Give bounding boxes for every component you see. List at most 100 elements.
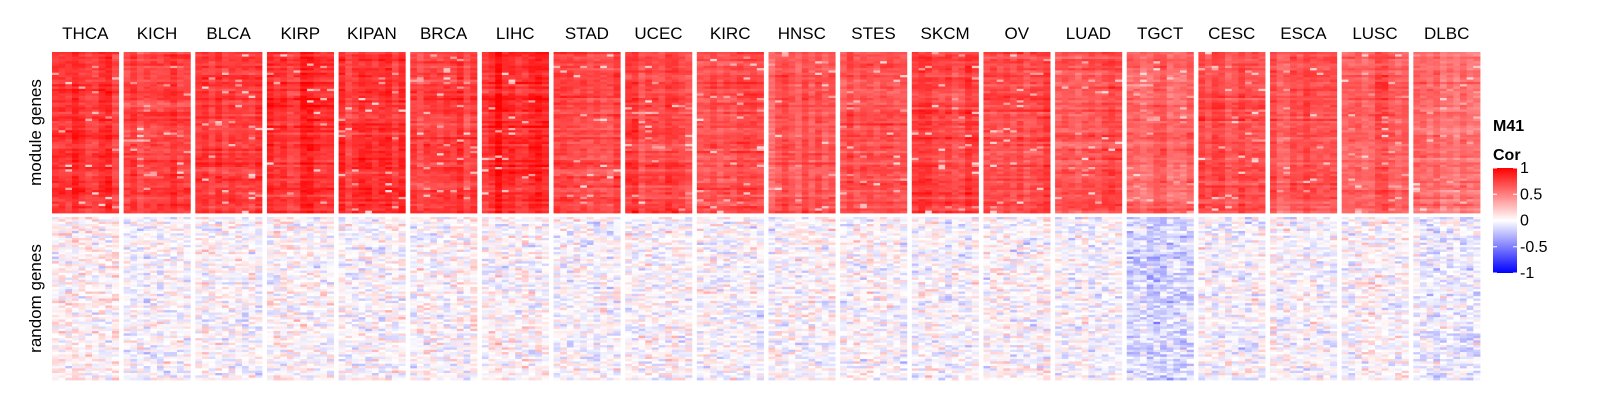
heatmap-cell	[215, 121, 222, 124]
heatmap-cell	[450, 123, 457, 126]
heatmap-cell	[482, 149, 489, 152]
heatmap-cell	[235, 61, 242, 64]
heatmap-cell	[529, 211, 536, 214]
heatmap-cell	[65, 160, 72, 163]
heatmap-cell	[450, 103, 457, 106]
heatmap-cell	[184, 121, 191, 124]
heatmap-cell	[399, 73, 406, 76]
heatmap-cell	[359, 96, 366, 99]
heatmap-cell	[235, 75, 242, 78]
heatmap-cell	[242, 87, 249, 90]
heatmap-cell	[515, 93, 522, 96]
heatmap-cell	[482, 61, 489, 64]
heatmap-cell	[85, 87, 92, 90]
heatmap-cell	[274, 89, 281, 92]
heatmap-cell	[130, 112, 137, 115]
heatmap-cell	[307, 176, 314, 179]
heatmap-cell	[495, 146, 502, 149]
heatmap-cell	[130, 123, 137, 126]
heatmap-cell	[294, 181, 301, 184]
heatmap-cell	[85, 103, 92, 106]
heatmap-cell	[184, 139, 191, 142]
heatmap-cell	[542, 144, 549, 147]
heatmap-cell	[59, 91, 66, 94]
heatmap-cell	[52, 114, 59, 117]
heatmap-cell	[457, 151, 464, 154]
heatmap-cell	[52, 112, 59, 115]
heatmap-cell	[72, 59, 79, 62]
heatmap-cell	[157, 206, 164, 209]
heatmap-cell	[79, 199, 86, 202]
heatmap-cell	[307, 160, 314, 163]
heatmap-cell	[464, 139, 471, 142]
heatmap-cell	[170, 103, 177, 106]
heatmap-cell	[112, 156, 119, 159]
heatmap-panel-module-kich	[124, 52, 191, 213]
heatmap-cell	[177, 179, 184, 182]
heatmap-cell	[352, 87, 359, 90]
heatmap-cell	[567, 52, 574, 55]
heatmap-cell	[430, 135, 437, 138]
heatmap-cell	[249, 202, 256, 205]
heatmap-cell	[280, 66, 287, 69]
heatmap-cell	[515, 160, 522, 163]
heatmap-cell	[470, 144, 477, 147]
heatmap-cell	[535, 135, 542, 138]
heatmap-cell	[437, 119, 444, 122]
heatmap-cell	[470, 126, 477, 129]
heatmap-cell	[587, 64, 594, 67]
heatmap-cell	[365, 91, 372, 94]
heatmap-cell	[85, 100, 92, 103]
heatmap-cell	[399, 160, 406, 163]
heatmap-cell	[229, 181, 236, 184]
heatmap-cell	[379, 77, 386, 80]
heatmap-cell	[464, 82, 471, 85]
heatmap-cell	[327, 153, 334, 156]
heatmap-cell	[124, 77, 131, 80]
heatmap-cell	[229, 183, 236, 186]
heatmap-cell	[327, 112, 334, 115]
heatmap-cell	[529, 105, 536, 108]
heatmap-cell	[195, 64, 202, 67]
heatmap-cell	[202, 190, 209, 193]
heatmap-cell	[170, 139, 177, 142]
heatmap-cell	[464, 142, 471, 145]
heatmap-cell	[307, 52, 314, 55]
heatmap-cell	[379, 52, 386, 55]
heatmap-cell	[314, 110, 321, 113]
heatmap-cell	[327, 185, 334, 188]
heatmap-cell	[410, 66, 417, 69]
heatmap-cell	[249, 204, 256, 207]
heatmap-cell	[430, 84, 437, 87]
heatmap-cell	[392, 146, 399, 149]
heatmap-cell	[580, 61, 587, 64]
heatmap-cell	[385, 165, 392, 168]
heatmap-cell	[372, 135, 379, 138]
heatmap-cell	[157, 54, 164, 57]
heatmap-cell	[105, 204, 112, 207]
heatmap-cell	[184, 93, 191, 96]
heatmap-cell	[249, 112, 256, 115]
heatmap-cell	[424, 105, 431, 108]
heatmap-cell	[365, 114, 372, 117]
heatmap-cell	[195, 206, 202, 209]
heatmap-cell	[385, 68, 392, 71]
heatmap-cell	[307, 197, 314, 200]
heatmap-cell	[92, 135, 99, 138]
heatmap-cell	[424, 167, 431, 170]
heatmap-cell	[535, 160, 542, 163]
heatmap-cell	[267, 112, 274, 115]
heatmap-cell	[385, 114, 392, 117]
heatmap-cell	[85, 98, 92, 101]
heatmap-cell	[437, 68, 444, 71]
heatmap-cell	[379, 61, 386, 64]
heatmap-cell	[130, 204, 137, 207]
heatmap-cell	[339, 77, 346, 80]
heatmap-cell	[255, 206, 262, 209]
heatmap-cell	[222, 75, 229, 78]
heatmap-cell	[92, 98, 99, 101]
heatmap-cell	[255, 139, 262, 142]
heatmap-cell	[184, 142, 191, 145]
heatmap-cell	[457, 87, 464, 90]
heatmap-cell	[130, 181, 137, 184]
